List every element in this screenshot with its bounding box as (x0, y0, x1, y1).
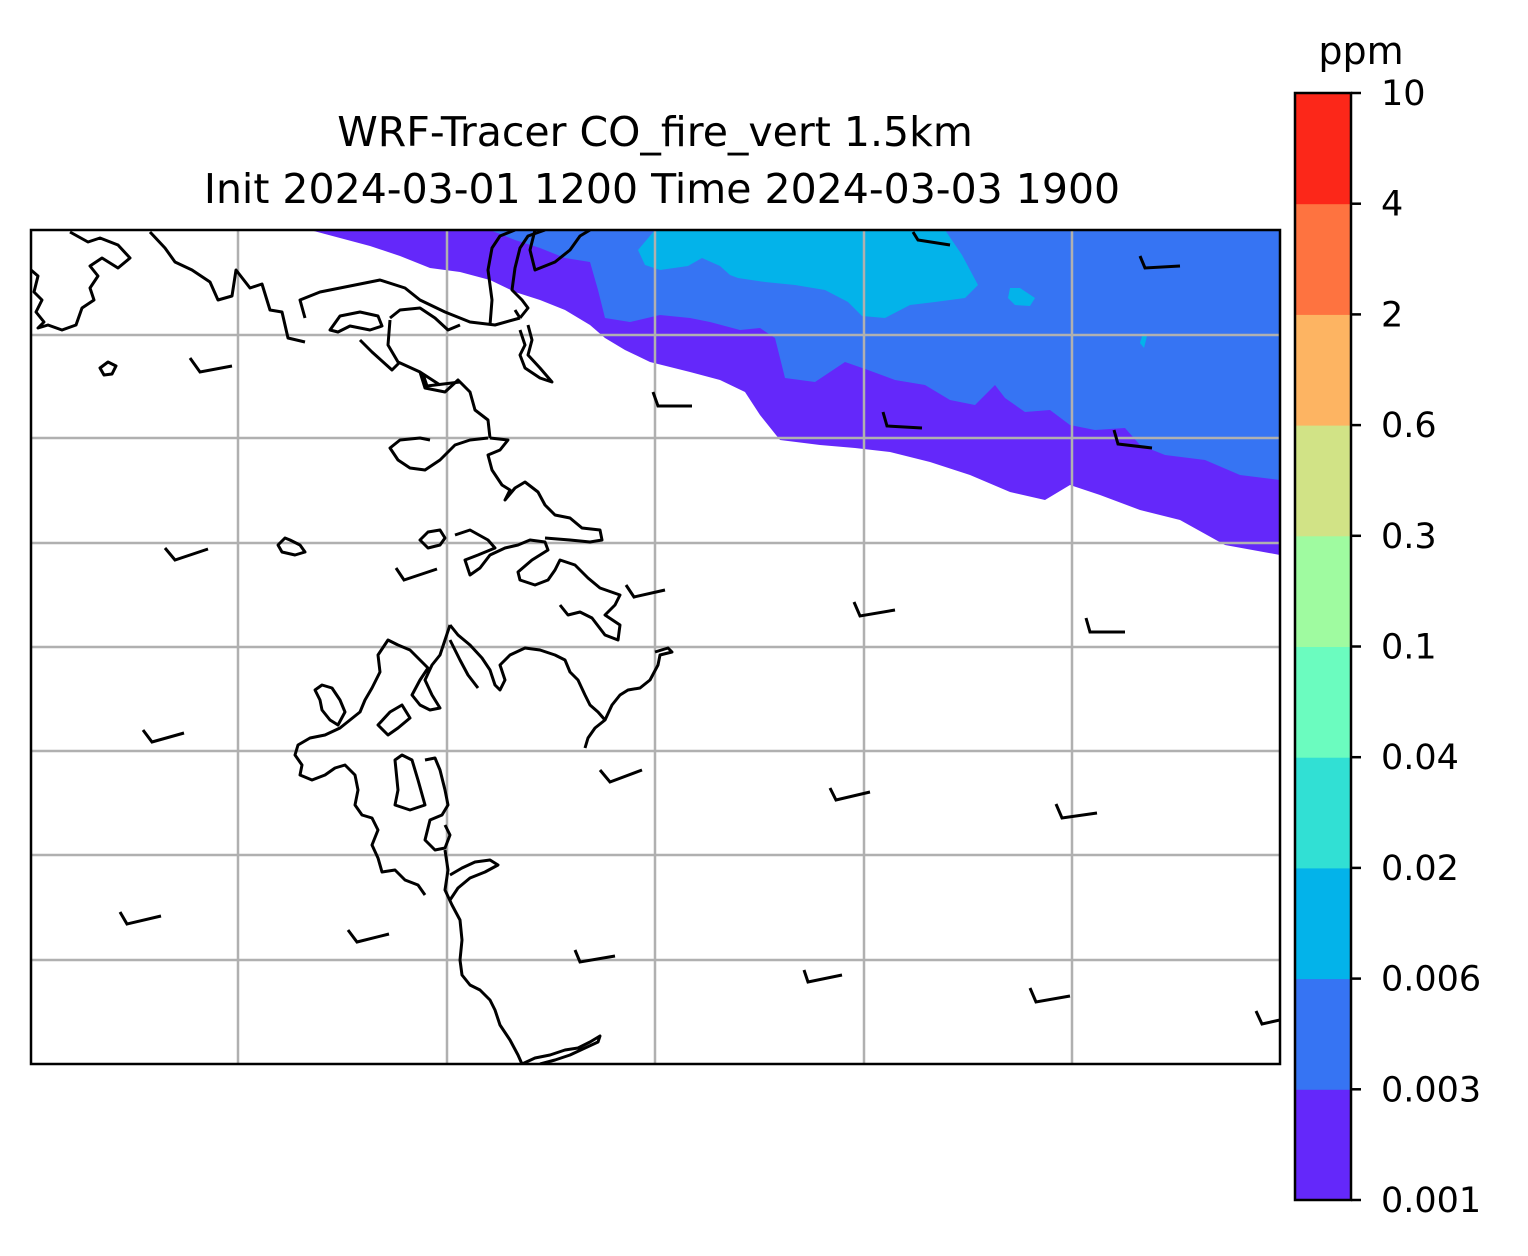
plume-band-0.003 (490, 230, 1280, 480)
gridlines (31, 230, 1280, 1064)
plume-band-0.006 (638, 230, 978, 318)
plume-band-0.006-spot (1008, 288, 1035, 306)
colorbar-segments (1295, 93, 1351, 1201)
colorbar-tick-label: 0.1 (1381, 628, 1437, 668)
colorbar: 0.001 0.003 0.006 0.02 0.04 0.1 0.3 0.6 2 4 10 ppm (1293, 29, 1481, 1221)
plume-band-0.006-speck (1140, 333, 1147, 348)
colorbar-tick-label: 4 (1381, 185, 1403, 225)
colorbar-segment-0.1 (1295, 535, 1351, 647)
colorbar-tick-label: 2 (1381, 295, 1403, 335)
map-frame (29, 228, 1282, 1066)
map-panel[interactable] (31, 230, 1280, 1064)
colorbar-segment-0.006 (1295, 867, 1351, 980)
coastlines (31, 230, 674, 1064)
colorbar-segment-0.02 (1295, 757, 1351, 869)
wind-barbs (118, 231, 1280, 1026)
colorbar-tick-label: 0.003 (1381, 1070, 1481, 1110)
colorbar-tick-label: 0.02 (1381, 849, 1459, 889)
colorbar-tick-label: 0.3 (1381, 517, 1437, 557)
colorbar-segment-0.6 (1295, 314, 1351, 426)
colorbar-segment-0.3 (1295, 425, 1351, 537)
colorbar-segment-0.003 (1295, 978, 1351, 1090)
colorbar-tick-label: 0.04 (1381, 738, 1459, 778)
colorbar-segment-0.04 (1295, 646, 1351, 758)
colorbar-tick-label: 0.006 (1381, 960, 1481, 1000)
title-line-1: WRF-Tracer CO_fire_vert 1.5km (337, 108, 973, 156)
colorbar-tick-label: 10 (1381, 74, 1426, 114)
colorbar-segment-0.001 (1295, 1089, 1351, 1201)
colorbar-segment-2 (1295, 203, 1351, 315)
colorbar-unit: ppm (1318, 29, 1403, 73)
colorbar-ticks: 0.001 0.003 0.006 0.02 0.04 0.1 0.3 0.6 2 4 10 (1351, 74, 1481, 1221)
title-line-2: Init 2024-03-01 1200 Time 2024-03-03 190… (204, 165, 1120, 213)
colorbar-tick-label: 0.001 (1381, 1181, 1481, 1221)
colorbar-tick-label: 0.6 (1381, 406, 1437, 446)
colorbar-segment-4 (1295, 93, 1351, 205)
